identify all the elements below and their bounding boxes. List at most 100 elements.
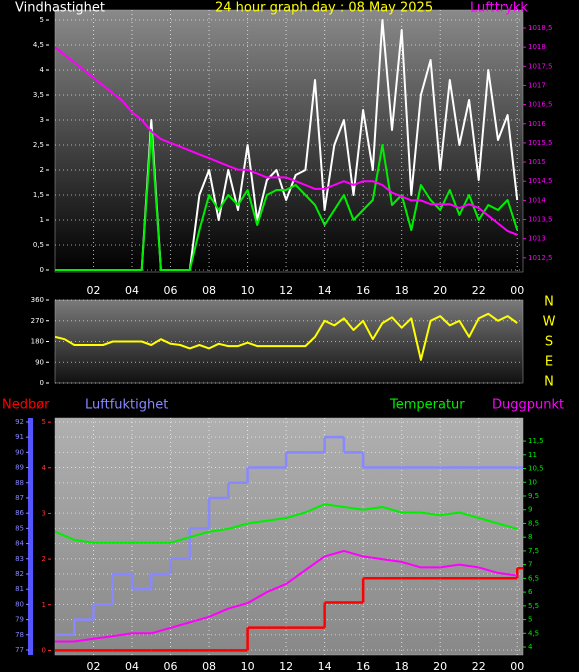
x-tick-label: 12 xyxy=(279,660,293,672)
y2-tick-label: 1013 xyxy=(528,235,546,243)
y-tick-label: 0,5 xyxy=(33,241,44,249)
y-tick-label: 88 xyxy=(15,479,24,487)
series-group xyxy=(55,19,519,271)
x-tick-label: 08 xyxy=(202,284,216,297)
y2-tick-label: 5 xyxy=(528,616,532,624)
y-tick-label: 86 xyxy=(15,509,24,517)
y2-tick-label: 5,5 xyxy=(528,602,539,610)
x-tick-label: 00 xyxy=(510,660,524,672)
x-tick-label: 14 xyxy=(318,660,332,672)
series-line xyxy=(55,129,519,271)
y-tick-label: 78 xyxy=(15,631,24,639)
y2-tick-label: 1015 xyxy=(528,158,546,166)
y2-tick-label: 8 xyxy=(528,533,532,541)
plot-background xyxy=(54,417,524,656)
x-tick-label: 20 xyxy=(433,660,447,672)
series-group xyxy=(55,312,518,361)
y2-tick-label: 7,5 xyxy=(528,547,539,555)
y2-tick-label: 9,5 xyxy=(528,492,539,500)
y-tick-label: 3,5 xyxy=(33,91,44,99)
y2-tick-label: 1014 xyxy=(528,196,546,204)
x-tick-label: 06 xyxy=(164,660,178,672)
y-tick-label: 2 xyxy=(40,166,44,174)
humidity-ruler xyxy=(28,418,33,655)
x-tick-label: 12 xyxy=(279,284,293,297)
y-tick-label: 90 xyxy=(35,358,44,366)
y2-tick-label: 1012,5 xyxy=(528,254,553,262)
y3-tick-label: 3 xyxy=(42,509,46,517)
y-tick-label: 180 xyxy=(31,338,44,346)
legend-label: Duggpunkt xyxy=(492,398,564,413)
y-tick-label: 79 xyxy=(15,616,24,624)
x-tick-label: 16 xyxy=(356,660,370,672)
y-tick-label: 1,5 xyxy=(33,191,44,199)
legend-label: Lufttrykk xyxy=(470,1,528,16)
direction-label: S xyxy=(545,335,553,350)
y2-tick-label: 10,5 xyxy=(528,465,544,473)
legend-label: Vindhastighet xyxy=(15,1,105,16)
x-tick-label: 18 xyxy=(395,284,409,297)
direction-label: E xyxy=(545,355,553,370)
y-tick-label: 80 xyxy=(15,600,24,608)
legend-label: Temperatur xyxy=(389,398,465,413)
y-tick-label: 85 xyxy=(15,524,24,532)
y2-tick-label: 1013,5 xyxy=(528,216,553,224)
y-tick-label: 5 xyxy=(40,16,44,24)
y2-tick-label: 4,5 xyxy=(528,629,539,637)
x-tick-label: 04 xyxy=(125,284,139,297)
x-tick-label: 22 xyxy=(472,284,486,297)
y3-tick-label: 1 xyxy=(42,601,46,609)
y-tick-label: 0 xyxy=(40,266,44,274)
y-tick-label: 3 xyxy=(40,116,44,124)
direction-label: W xyxy=(543,315,556,330)
y-tick-label: 89 xyxy=(15,464,24,472)
series-line xyxy=(55,549,518,643)
x-tick-label: 18 xyxy=(395,660,409,672)
y2-tick-label: 4 xyxy=(528,643,533,651)
x-tick-label: 08 xyxy=(202,660,216,672)
x-tick-label: 20 xyxy=(433,284,447,297)
chart-title: 24 hour graph day : 08 May 2025 xyxy=(215,1,433,16)
y2-tick-label: 8,5 xyxy=(528,519,539,527)
x-tick-label: 04 xyxy=(125,660,139,672)
y2-tick-label: 1016 xyxy=(528,120,546,128)
y-tick-label: 1 xyxy=(40,216,44,224)
x-tick-label: 10 xyxy=(241,660,255,672)
y2-tick-label: 11,5 xyxy=(528,437,544,445)
y-tick-label: 4 xyxy=(40,66,45,74)
y2-tick-label: 11 xyxy=(528,451,537,459)
y-tick-label: 92 xyxy=(15,418,24,426)
y2-tick-label: 1016,5 xyxy=(528,101,553,109)
x-tick-label: 02 xyxy=(87,284,101,297)
x-tick-label: 14 xyxy=(318,284,332,297)
legend-label: Luftfuktighet xyxy=(85,398,168,413)
y-tick-label: 91 xyxy=(15,433,24,441)
y2-tick-label: 9 xyxy=(528,506,532,514)
y-tick-label: 87 xyxy=(15,494,24,502)
x-tick-label: 02 xyxy=(87,660,101,672)
y2-tick-label: 1017,5 xyxy=(528,62,553,70)
y-tick-label: 270 xyxy=(31,317,44,325)
direction-label: N xyxy=(544,375,554,390)
x-tick-label: 06 xyxy=(164,284,178,297)
y-tick-label: 4,5 xyxy=(33,41,44,49)
y2-tick-label: 1014,5 xyxy=(528,177,553,185)
y-tick-label: 81 xyxy=(15,585,24,593)
y-tick-label: 0 xyxy=(40,379,44,387)
y-tick-label: 77 xyxy=(15,646,24,654)
y-tick-label: 84 xyxy=(15,540,24,548)
y3-tick-label: 2 xyxy=(42,555,46,563)
series-line xyxy=(55,312,518,361)
y3-tick-label: 4 xyxy=(42,464,47,472)
x-tick-label: 16 xyxy=(356,284,370,297)
y2-tick-label: 1018,5 xyxy=(528,24,553,32)
plot-background xyxy=(54,9,524,273)
y2-tick-label: 1017 xyxy=(528,81,546,89)
x-tick-label: 00 xyxy=(510,284,524,297)
direction-label: N xyxy=(544,295,554,310)
series-line xyxy=(55,46,518,236)
series-line xyxy=(55,503,518,544)
y-tick-label: 90 xyxy=(15,448,24,456)
